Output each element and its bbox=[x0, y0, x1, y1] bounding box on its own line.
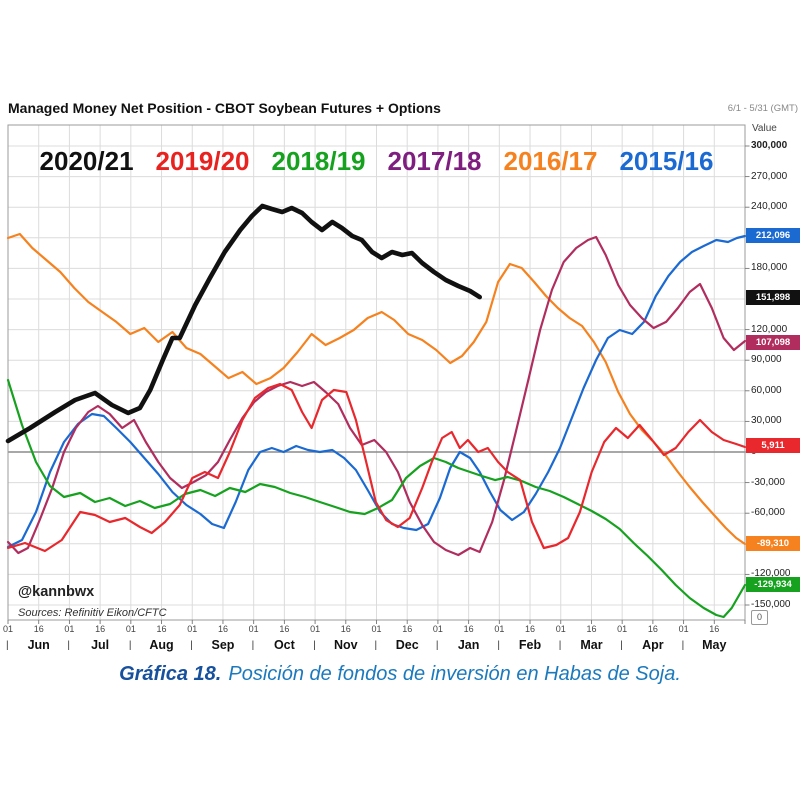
source-credit: Sources: Refinitiv Eikon/CFTC bbox=[18, 607, 167, 619]
month-separator: | bbox=[620, 640, 623, 651]
y-axis-label: 180,000 bbox=[751, 262, 788, 274]
x-tick-label: 01 bbox=[125, 624, 136, 634]
y-axis-label: -60,000 bbox=[751, 507, 785, 519]
month-label: Jul bbox=[91, 638, 110, 652]
legend-item-2015-16: 2015/16 bbox=[619, 146, 714, 176]
month-label: Dec bbox=[395, 638, 419, 652]
x-tick-label: 01 bbox=[371, 624, 382, 634]
figure-caption-text: Posición de fondos de inversión en Habas… bbox=[228, 663, 681, 685]
month-label: Feb bbox=[518, 638, 542, 652]
month-separator: | bbox=[374, 640, 378, 651]
month-label: Oct bbox=[273, 638, 295, 652]
price-badge-2020-21: 151,898 bbox=[746, 289, 800, 305]
y-axis-title: Value bbox=[752, 123, 777, 134]
x-tick-label: 16 bbox=[33, 624, 44, 634]
x-tick-label: 01 bbox=[432, 624, 443, 634]
x-tick-label: 01 bbox=[2, 624, 13, 634]
series-line-2020-21 bbox=[5, 203, 483, 444]
month-label: Sep bbox=[211, 638, 235, 652]
month-separator: | bbox=[6, 640, 9, 651]
y-axis-label: 240,000 bbox=[751, 201, 788, 213]
month-label: May bbox=[702, 638, 727, 652]
y-axis-label: 30,000 bbox=[751, 415, 782, 427]
x-tick-label: 01 bbox=[187, 624, 198, 634]
y-axis-label: 300,000 bbox=[751, 140, 788, 151]
price-badge-2015-16: 212,096 bbox=[746, 228, 800, 244]
date-range-label: 6/1 - 5/31 (GMT) bbox=[727, 103, 798, 114]
y-axis-label: -120,000 bbox=[751, 568, 791, 580]
x-tick-label: 16 bbox=[340, 624, 351, 634]
x-tick-label: 16 bbox=[279, 624, 290, 634]
month-separator: | bbox=[497, 640, 500, 651]
x-tick-label: 16 bbox=[217, 624, 228, 634]
series-line-2018-19 bbox=[6, 378, 747, 619]
chart-canvas bbox=[5, 124, 750, 624]
legend-item-2020-21: 2020/21 bbox=[39, 146, 134, 176]
y-axis-label: 120,000 bbox=[751, 323, 788, 335]
x-tick-label: 01 bbox=[555, 624, 566, 634]
x-tick-label: 01 bbox=[248, 624, 259, 634]
x-tick-label: 16 bbox=[463, 624, 474, 634]
zero-scale-box: 0 bbox=[751, 610, 768, 625]
series-line-2019-20 bbox=[6, 382, 747, 553]
month-label: Nov bbox=[333, 638, 358, 652]
series-line-2016-17 bbox=[6, 232, 747, 546]
figure-caption: Gráfica 18. Posición de fondos de inversi… bbox=[0, 663, 800, 686]
month-label: Jan bbox=[457, 638, 480, 652]
y-axis-label: 60,000 bbox=[751, 384, 782, 396]
x-tick-label: 16 bbox=[586, 624, 597, 634]
watermark: @kannbwx bbox=[18, 584, 95, 600]
x-tick-label: 01 bbox=[678, 624, 689, 634]
price-badge-2016-17: -89,310 bbox=[746, 535, 800, 551]
y-axis-label: 270,000 bbox=[751, 170, 788, 182]
x-tick-label: 16 bbox=[156, 624, 167, 634]
x-tick-label: 01 bbox=[617, 624, 628, 634]
legend-item-2017-18: 2017/18 bbox=[387, 146, 482, 176]
figure-caption-number: Gráfica 18. bbox=[119, 663, 222, 685]
month-label: Mar bbox=[580, 638, 603, 652]
x-tick-label: 16 bbox=[95, 624, 106, 634]
chart-title: Managed Money Net Position - CBOT Soybea… bbox=[8, 100, 441, 116]
month-separator: | bbox=[435, 640, 439, 651]
month-separator: | bbox=[190, 640, 193, 651]
month-separator: | bbox=[251, 640, 255, 651]
month-label: Aug bbox=[149, 638, 174, 652]
x-tick-label: 16 bbox=[525, 624, 536, 634]
price-badge-2018-19: -129,934 bbox=[746, 577, 800, 593]
month-label: Apr bbox=[642, 638, 664, 652]
month-separator: | bbox=[681, 640, 685, 651]
legend-item-2018-19: 2018/19 bbox=[271, 146, 366, 176]
month-label: Jun bbox=[27, 638, 50, 652]
month-separator: | bbox=[558, 640, 562, 651]
x-tick-label: 16 bbox=[709, 624, 720, 634]
month-separator: | bbox=[128, 640, 132, 651]
y-axis-label: 90,000 bbox=[751, 354, 782, 366]
y-axis-label: -150,000 bbox=[751, 599, 791, 610]
month-separator: | bbox=[67, 640, 71, 651]
price-badge-2019-20: 5,911 bbox=[746, 438, 800, 454]
x-tick-label: 01 bbox=[310, 624, 321, 634]
series-line-2017-18 bbox=[6, 235, 747, 557]
x-tick-label: 16 bbox=[647, 624, 658, 634]
legend-item-2019-20: 2019/20 bbox=[155, 146, 250, 176]
x-tick-label: 01 bbox=[64, 624, 75, 634]
month-separator: | bbox=[313, 640, 316, 651]
legend-item-2016-17: 2016/17 bbox=[503, 146, 598, 176]
legend: 2020/21 2019/20 2018/19 2017/18 2016/17 2015/… bbox=[8, 146, 745, 177]
x-tick-label: 16 bbox=[402, 624, 413, 634]
y-axis-label: -30,000 bbox=[751, 476, 785, 488]
price-badge-2017-18: 107,098 bbox=[746, 335, 800, 351]
x-tick-label: 01 bbox=[494, 624, 505, 634]
